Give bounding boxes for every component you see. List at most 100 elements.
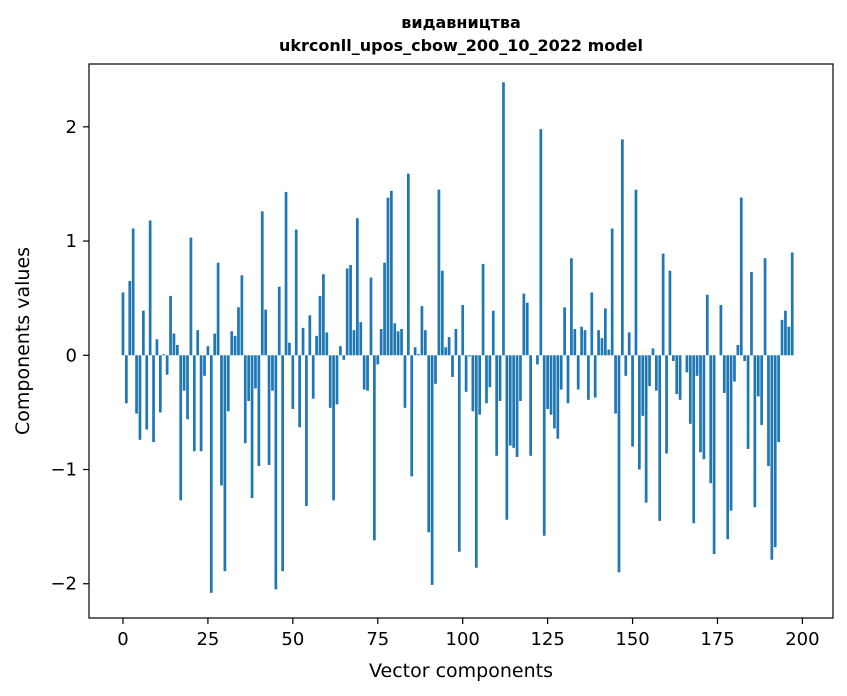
bar	[648, 355, 651, 387]
bar	[298, 355, 301, 428]
bar	[308, 315, 312, 356]
bar	[359, 322, 363, 356]
bar	[240, 275, 244, 356]
bar	[481, 263, 485, 356]
bar	[192, 355, 196, 452]
bar	[440, 270, 444, 356]
bar	[203, 355, 206, 376]
bar	[508, 355, 512, 446]
bar	[172, 333, 176, 356]
bar	[760, 355, 764, 425]
bar	[199, 355, 203, 452]
x-tick-label: 0	[117, 629, 128, 650]
bar	[736, 345, 740, 356]
bar	[519, 355, 522, 401]
bar	[237, 307, 240, 356]
bar	[186, 355, 189, 420]
bar	[356, 218, 359, 356]
bar	[257, 355, 261, 467]
bar	[671, 355, 675, 361]
bar	[162, 354, 166, 356]
bar	[209, 355, 213, 593]
y-tick-label: 0	[66, 345, 77, 366]
bar	[390, 190, 393, 356]
bar	[305, 355, 308, 507]
bar	[318, 295, 322, 356]
bar	[474, 355, 478, 568]
bar	[763, 258, 767, 356]
bar	[220, 355, 223, 486]
x-tick-label: 200	[785, 629, 819, 650]
bar	[661, 253, 665, 356]
x-tick-label: 175	[700, 629, 734, 650]
bar	[784, 310, 787, 356]
bar	[722, 355, 726, 393]
bar	[444, 347, 448, 356]
bar	[135, 355, 138, 414]
bar	[406, 173, 410, 356]
bar	[597, 330, 600, 356]
bar	[614, 355, 617, 414]
bar	[604, 308, 607, 356]
bar	[376, 355, 380, 365]
bar	[294, 229, 298, 356]
bar	[617, 355, 621, 573]
bar	[423, 330, 427, 356]
bar	[654, 355, 658, 391]
bar	[556, 355, 560, 439]
bar	[590, 292, 594, 356]
bar	[328, 355, 332, 408]
bar	[495, 355, 499, 456]
x-tick-label: 75	[366, 629, 389, 650]
bar	[699, 355, 702, 453]
bar	[549, 355, 553, 415]
bar	[457, 355, 461, 552]
plot-area-frame	[88, 63, 834, 619]
bar	[658, 355, 662, 521]
bar	[641, 355, 645, 416]
bar	[352, 330, 356, 356]
bar	[148, 220, 152, 356]
bar	[702, 355, 706, 460]
bar	[491, 310, 495, 356]
bar	[468, 355, 471, 357]
x-axis-label: Vector components	[369, 660, 553, 682]
bar	[733, 355, 736, 382]
bar	[230, 331, 234, 356]
bar	[773, 355, 777, 548]
x-tick-label: 125	[530, 629, 564, 650]
y-tick-label: −2	[50, 574, 77, 595]
bar	[743, 355, 747, 361]
chart-title: видавництва	[401, 13, 521, 32]
bar	[627, 332, 631, 356]
bar	[349, 265, 352, 356]
bar	[624, 355, 628, 376]
bar	[726, 355, 730, 540]
bar	[342, 355, 346, 360]
bar	[383, 262, 386, 356]
bar	[271, 355, 274, 391]
bar	[169, 295, 172, 356]
y-tick-label: 2	[66, 117, 77, 138]
bar	[128, 281, 132, 356]
bar	[254, 355, 257, 389]
bar	[777, 355, 780, 443]
bar	[277, 286, 281, 356]
y-tick-label: −1	[50, 460, 77, 481]
bar	[420, 306, 424, 356]
bar	[447, 337, 451, 356]
bar	[719, 305, 723, 356]
bar	[705, 294, 709, 356]
bar	[563, 307, 566, 356]
bar	[366, 355, 369, 391]
bar	[685, 355, 689, 373]
bar	[223, 355, 227, 572]
bar	[267, 355, 271, 465]
bar	[692, 355, 696, 524]
bar	[583, 330, 587, 356]
bar	[675, 355, 679, 395]
bar	[746, 355, 750, 449]
bar	[756, 355, 760, 397]
x-tick-label: 150	[615, 629, 649, 650]
